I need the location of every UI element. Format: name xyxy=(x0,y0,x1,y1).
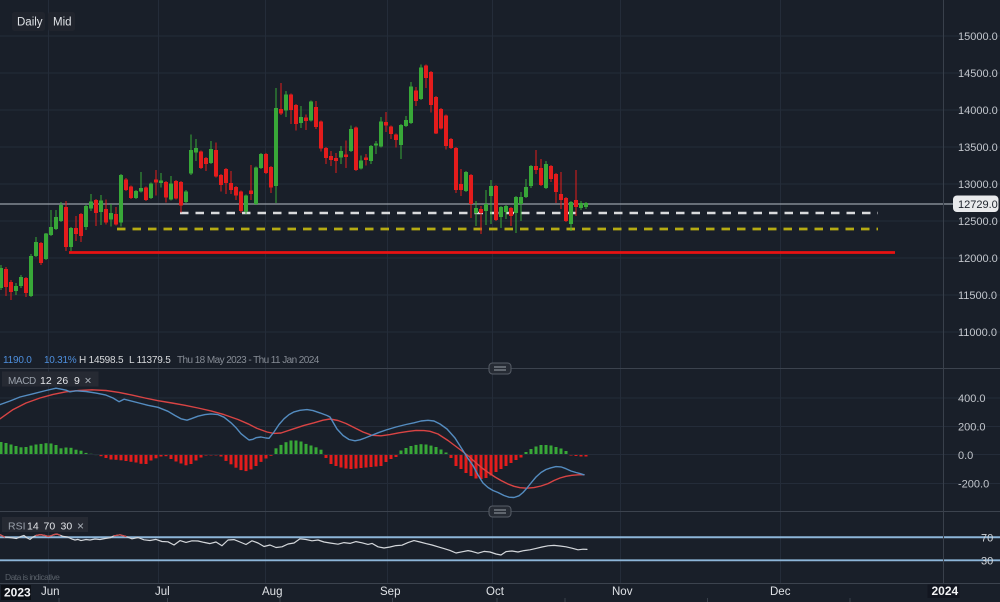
svg-text:14000.0: 14000.0 xyxy=(958,105,998,117)
svg-text:Oct: Oct xyxy=(486,586,505,598)
svg-text:Thu 18 May 2023 - Thu 11 Jan 2: Thu 18 May 2023 - Thu 11 Jan 2024 xyxy=(177,355,320,366)
svg-text:Mid: Mid xyxy=(53,17,72,29)
svg-text:Data is indicative: Data is indicative xyxy=(5,572,60,582)
svg-text:10.31%: 10.31% xyxy=(44,355,77,366)
svg-text:2023: 2023 xyxy=(4,586,31,600)
svg-text:Jun: Jun xyxy=(41,586,60,598)
svg-text:0.0: 0.0 xyxy=(958,450,973,462)
svg-text:1190.0: 1190.0 xyxy=(3,355,32,366)
svg-text:Jul: Jul xyxy=(155,586,170,598)
svg-text:9: 9 xyxy=(74,375,80,387)
svg-text:12: 12 xyxy=(40,375,52,387)
svg-text:2024: 2024 xyxy=(932,584,959,598)
svg-text:12500.0: 12500.0 xyxy=(958,216,998,228)
svg-text:Aug: Aug xyxy=(262,586,282,598)
svg-text:14: 14 xyxy=(27,521,39,533)
svg-text:70: 70 xyxy=(44,521,56,533)
svg-text:Daily: Daily xyxy=(17,17,43,29)
svg-text:×: × xyxy=(77,519,84,533)
svg-text:Sep: Sep xyxy=(380,586,400,598)
svg-text:15000.0: 15000.0 xyxy=(958,31,998,43)
svg-text:12000.0: 12000.0 xyxy=(958,253,998,265)
svg-text:×: × xyxy=(85,374,92,388)
svg-text:200.0: 200.0 xyxy=(958,422,986,434)
svg-text:400.0: 400.0 xyxy=(958,393,986,405)
svg-text:-200.0: -200.0 xyxy=(958,479,989,491)
svg-text:H 14598.5: H 14598.5 xyxy=(79,355,124,366)
svg-text:RSI: RSI xyxy=(8,521,26,533)
svg-text:30: 30 xyxy=(61,521,73,533)
svg-text:14500.0: 14500.0 xyxy=(958,68,998,80)
svg-text:11000.0: 11000.0 xyxy=(958,327,997,339)
svg-text:11500.0: 11500.0 xyxy=(958,290,997,302)
svg-text:13500.0: 13500.0 xyxy=(958,142,998,154)
svg-text:Nov: Nov xyxy=(612,586,633,598)
svg-text:12729.0: 12729.0 xyxy=(958,199,998,211)
svg-text:L 11379.5: L 11379.5 xyxy=(129,355,171,366)
svg-text:Dec: Dec xyxy=(770,586,791,598)
svg-text:30: 30 xyxy=(981,556,993,568)
svg-text:70: 70 xyxy=(981,533,993,545)
svg-text:26: 26 xyxy=(57,375,69,387)
svg-text:13000.0: 13000.0 xyxy=(958,179,998,191)
svg-text:MACD: MACD xyxy=(8,376,36,387)
